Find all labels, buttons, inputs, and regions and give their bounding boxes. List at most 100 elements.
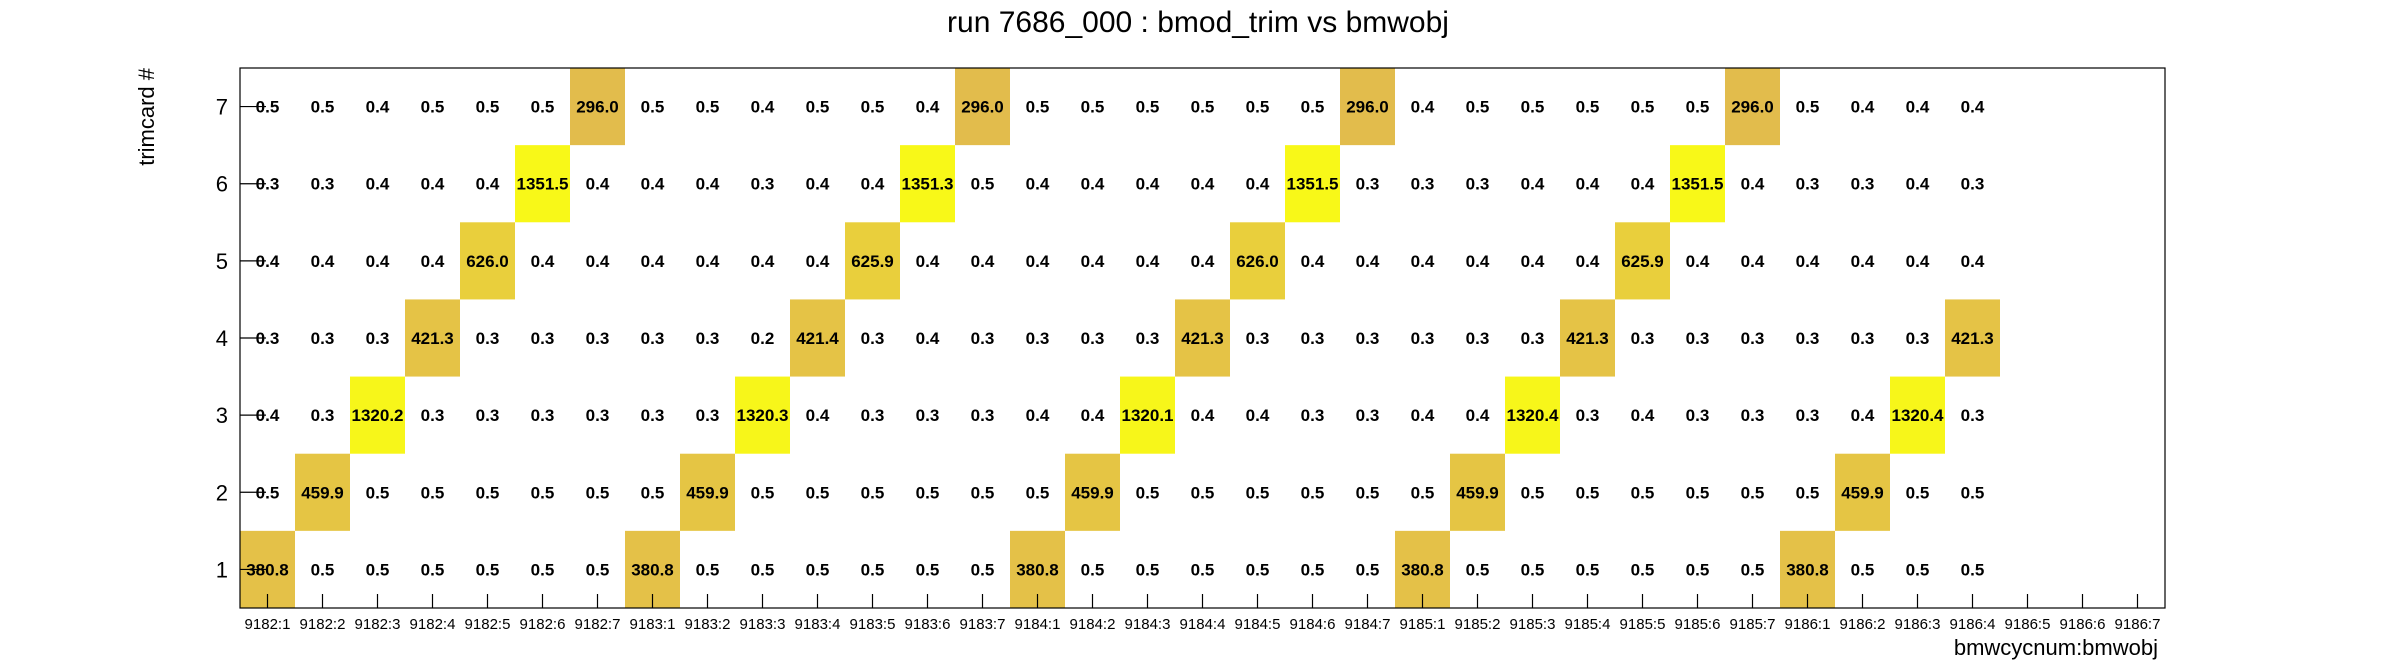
cell-value-label: 0.4 [1411, 98, 1435, 117]
cell-value-label: 0.5 [586, 483, 610, 502]
cell-value-label: 0.4 [366, 252, 390, 271]
cell-value-label: 0.4 [1191, 252, 1215, 271]
cell-value-label: 0.3 [1081, 329, 1105, 348]
cell-value-label: 0.3 [1136, 329, 1160, 348]
heatmap-cell [845, 222, 900, 300]
cell-value-label: 0.5 [1686, 483, 1710, 502]
cell-value-label: 0.5 [1191, 483, 1215, 502]
cell-value-label: 625.9 [1621, 252, 1664, 271]
cell-value-label: 380.8 [246, 560, 289, 579]
cell-value-label: 0.3 [1741, 406, 1765, 425]
cell-value-label: 0.5 [751, 560, 775, 579]
cell-value-label: 0.3 [1686, 329, 1710, 348]
cell-value-label: 0.5 [531, 98, 555, 117]
cell-value-label: 0.4 [531, 252, 555, 271]
cell-value-label: 0.3 [311, 406, 335, 425]
cell-value-label: 0.5 [1796, 483, 1820, 502]
cell-value-label: 0.4 [1246, 175, 1270, 194]
cell-value-label: 0.5 [421, 483, 445, 502]
cell-value-label: 0.5 [1136, 483, 1160, 502]
cell-value-label: 0.5 [1741, 560, 1765, 579]
cell-value-label: 0.3 [751, 175, 775, 194]
cell-value-label: 0.5 [1081, 98, 1105, 117]
x-tick-label: 9182:1 [245, 616, 291, 633]
cell-value-label: 0.5 [1246, 98, 1270, 117]
heatmap-cell [295, 453, 350, 531]
cell-value-label: 0.3 [1576, 406, 1600, 425]
cell-value-label: 0.5 [1246, 483, 1270, 502]
cell-value-label: 0.3 [256, 329, 280, 348]
x-tick-label: 9183:7 [960, 616, 1006, 633]
heatmap-cell [1835, 453, 1890, 531]
cell-value-label: 0.5 [861, 98, 885, 117]
cell-value-label: 0.4 [256, 406, 280, 425]
x-tick-label: 9186:3 [1895, 616, 1941, 633]
cell-value-label: 0.5 [1356, 483, 1380, 502]
cell-value-label: 0.4 [1026, 406, 1050, 425]
cell-value-label: 0.3 [1741, 329, 1765, 348]
cell-value-label: 0.4 [366, 98, 390, 117]
heatmap-cell [1285, 145, 1340, 223]
axes: 1 2 3 4 5 6 7 9182:1 9182:2 9182:3 9182:4 9182:5 918… [216, 95, 2161, 633]
cell-value-label: 0.5 [1631, 560, 1655, 579]
heatmap-cell [1670, 145, 1725, 223]
cell-value-label: 0.5 [1796, 98, 1820, 117]
cell-value-label: 0.3 [696, 329, 720, 348]
cell-value-label: 0.3 [696, 406, 720, 425]
heatmap-cell [1175, 299, 1230, 377]
cell-value-label: 0.5 [641, 483, 665, 502]
cell-value-label: 0.4 [421, 175, 445, 194]
heatmap-cell [1560, 299, 1615, 377]
cell-value-label: 0.3 [971, 406, 995, 425]
cell-value-label: 0.5 [751, 483, 775, 502]
heatmap-cell-labels: 380.8 0.5 0.5 0.5 0.5 0.5 0.5 380.8 0.5 0.5 0.5 0.5… [246, 98, 1994, 580]
cell-value-label: 1320.4 [1507, 406, 1560, 425]
heatmap-cell [570, 68, 625, 146]
cell-value-label: 0.4 [1961, 252, 1985, 271]
cell-value-label: 0.5 [1576, 483, 1600, 502]
cell-value-label: 0.4 [751, 98, 775, 117]
cell-value-label: 0.5 [1631, 98, 1655, 117]
cell-value-label: 0.3 [971, 329, 995, 348]
cell-value-label: 0.3 [1961, 175, 1985, 194]
cell-value-label: 0.4 [1741, 252, 1765, 271]
cell-value-label: 0.3 [1796, 175, 1820, 194]
cell-value-label: 1351.5 [1287, 175, 1339, 194]
cell-value-label: 421.3 [411, 329, 454, 348]
cell-value-label: 0.5 [1851, 560, 1875, 579]
cell-value-label: 0.5 [1466, 98, 1490, 117]
cell-value-label: 0.4 [1136, 175, 1160, 194]
cell-value-label: 0.3 [641, 406, 665, 425]
cell-value-label: 626.0 [1236, 252, 1279, 271]
cell-value-label: 0.5 [916, 483, 940, 502]
cell-value-label: 0.4 [256, 252, 280, 271]
x-tick-label: 9183:6 [905, 616, 951, 633]
cell-value-label: 0.5 [1081, 560, 1105, 579]
cell-value-label: 0.5 [311, 560, 335, 579]
cell-value-label: 0.5 [1521, 98, 1545, 117]
cell-value-label: 0.4 [1906, 98, 1930, 117]
heatmap-cell [350, 376, 405, 454]
x-tick-label: 9183:2 [685, 616, 731, 633]
cell-value-label: 0.4 [696, 175, 720, 194]
cell-value-label: 0.5 [421, 560, 445, 579]
cell-value-label: 0.5 [476, 560, 500, 579]
cell-value-label: 0.4 [1301, 252, 1325, 271]
cell-value-label: 0.4 [916, 329, 940, 348]
cell-value-label: 0.5 [586, 560, 610, 579]
cell-value-label: 0.3 [1411, 329, 1435, 348]
cell-value-label: 0.5 [1961, 560, 1985, 579]
x-tick-label: 9184:4 [1180, 616, 1226, 633]
cell-value-label: 0.3 [531, 329, 555, 348]
cell-value-label: 0.5 [641, 98, 665, 117]
cell-value-label: 0.4 [1686, 252, 1710, 271]
cell-value-label: 0.4 [1081, 175, 1105, 194]
cell-value-label: 0.3 [586, 406, 610, 425]
cell-value-label: 0.5 [366, 560, 390, 579]
cell-value-label: 0.4 [1411, 252, 1435, 271]
cell-value-label: 1320.2 [352, 406, 404, 425]
cell-value-label: 0.5 [1576, 560, 1600, 579]
cell-value-label: 0.4 [1081, 252, 1105, 271]
x-tick-label: 9185:7 [1730, 616, 1776, 633]
x-tick-label: 9184:2 [1070, 616, 1116, 633]
